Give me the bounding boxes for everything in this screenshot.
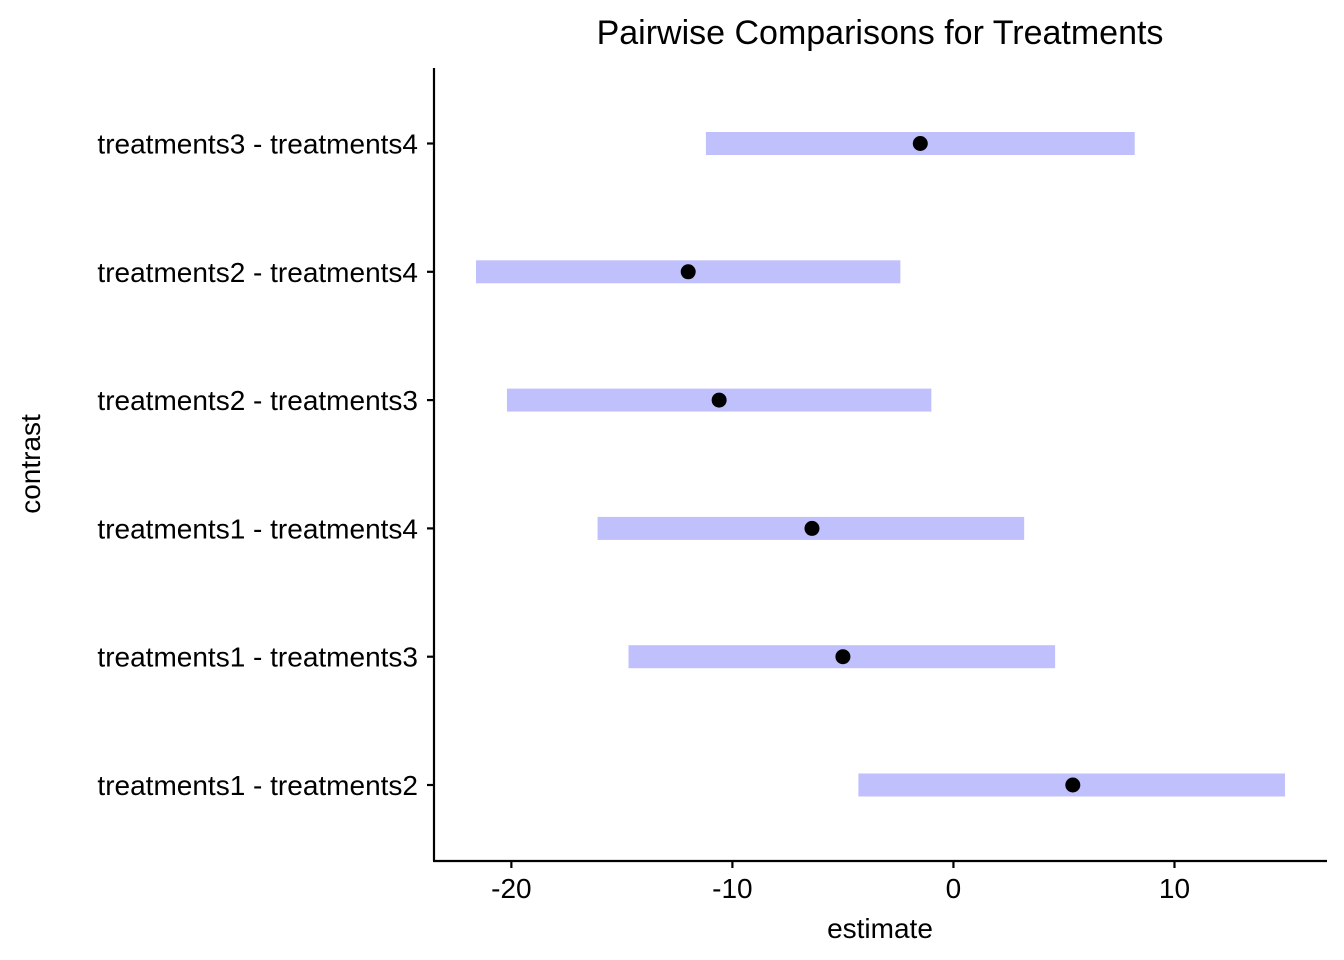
estimate-point-4 <box>711 392 727 408</box>
y-tick-label-5: treatments2 - treatments4 <box>97 257 418 288</box>
y-tick-label-2: treatments1 - treatments3 <box>97 642 418 673</box>
y-tick-label-1: treatments1 - treatments2 <box>97 770 418 801</box>
y-tick-label-4: treatments2 - treatments3 <box>97 385 418 416</box>
y-axis-title: contrast <box>15 414 46 514</box>
estimate-point-1 <box>1065 777 1081 793</box>
estimate-point-3 <box>804 520 820 536</box>
x-tick-label-2: -10 <box>712 873 752 904</box>
estimate-point-5 <box>680 264 696 280</box>
x-tick-label-4: 10 <box>1159 873 1190 904</box>
y-axis-ticks: treatments1 - treatments2 treatments1 - t… <box>97 129 434 801</box>
x-tick-label-1: -20 <box>491 873 531 904</box>
x-axis-title: estimate <box>827 913 933 944</box>
y-tick-label-6: treatments3 - treatments4 <box>97 129 418 160</box>
x-axis-ticks: -20 -10 0 10 <box>491 861 1190 904</box>
chart-title: Pairwise Comparisons for Treatments <box>597 14 1164 52</box>
x-tick-label-3: 0 <box>946 873 962 904</box>
y-tick-label-3: treatments1 - treatments4 <box>97 513 418 544</box>
estimate-point-2 <box>835 649 851 665</box>
estimate-point-6 <box>912 136 928 151</box>
plot-area <box>475 132 1286 797</box>
